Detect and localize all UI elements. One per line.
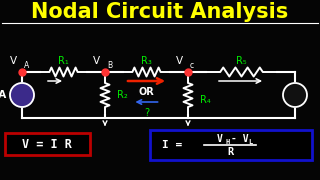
Text: R₃: R₃ [141, 56, 152, 66]
Text: Nodal Circuit Analysis: Nodal Circuit Analysis [31, 2, 289, 22]
Text: H: H [225, 139, 229, 145]
Text: 8A: 8A [0, 90, 7, 100]
Text: A: A [24, 60, 29, 69]
Text: B: B [107, 60, 112, 69]
Text: R₅: R₅ [236, 56, 247, 66]
Text: R₂: R₂ [117, 90, 128, 100]
Text: R: R [227, 147, 233, 157]
Text: V: V [176, 56, 183, 66]
Text: I =: I = [162, 140, 182, 150]
Circle shape [10, 83, 34, 107]
FancyBboxPatch shape [5, 133, 90, 155]
Text: V = I R: V = I R [22, 138, 72, 150]
Text: ?: ? [144, 108, 149, 118]
Text: c: c [190, 60, 194, 69]
Text: OR: OR [139, 87, 154, 97]
Text: R₄: R₄ [200, 95, 211, 105]
Text: - V: - V [231, 134, 249, 144]
Text: R₁: R₁ [58, 56, 69, 66]
Text: L: L [248, 139, 252, 145]
Text: V: V [217, 134, 223, 144]
Text: V: V [10, 56, 17, 66]
Circle shape [283, 83, 307, 107]
FancyBboxPatch shape [150, 130, 312, 160]
Text: +: + [289, 86, 301, 100]
Text: V: V [93, 56, 100, 66]
